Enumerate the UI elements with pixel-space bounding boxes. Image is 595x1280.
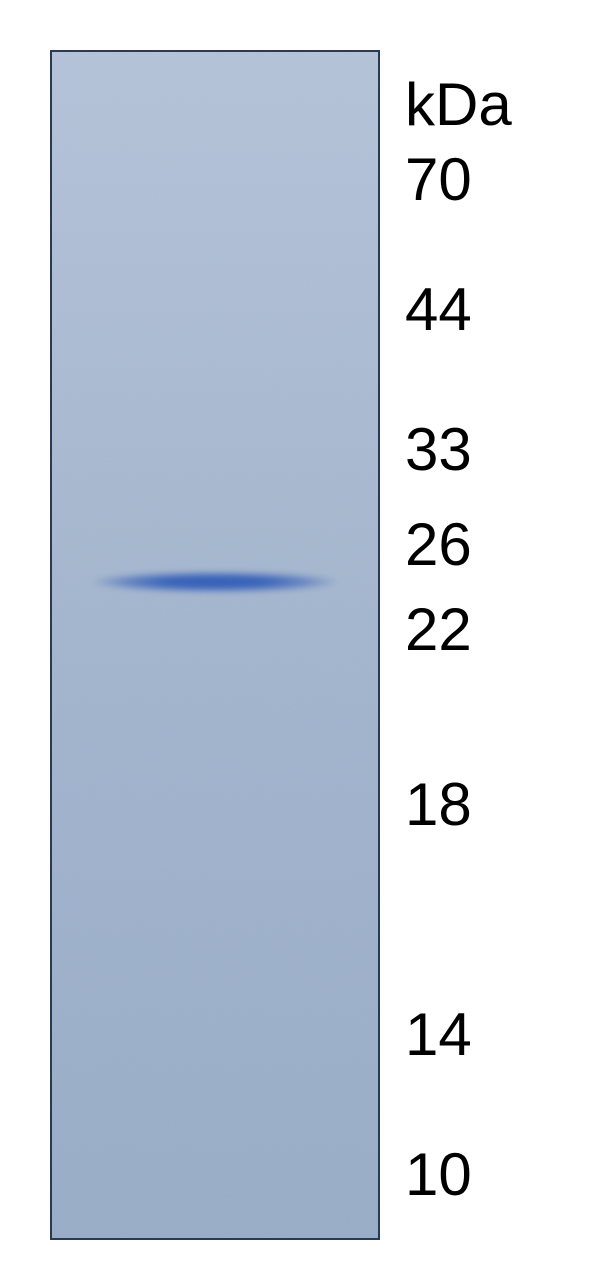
molecular-weight-marker: 10 [405,1140,472,1209]
molecular-weight-marker: 70 [405,145,472,214]
molecular-weight-marker: 26 [405,510,472,579]
gel-noise-texture [52,52,378,1238]
molecular-weight-labels: kDa 70 44 33 26 22 18 14 10 [380,50,550,1240]
molecular-weight-marker: 22 [405,595,472,664]
molecular-weight-marker: 44 [405,275,472,344]
unit-label: kDa [405,70,512,139]
molecular-weight-marker: 14 [405,1000,472,1069]
molecular-weight-marker: 33 [405,415,472,484]
molecular-weight-marker: 18 [405,770,472,839]
gel-lane [50,50,380,1240]
gel-electrophoresis: kDa 70 44 33 26 22 18 14 10 [50,50,550,1240]
